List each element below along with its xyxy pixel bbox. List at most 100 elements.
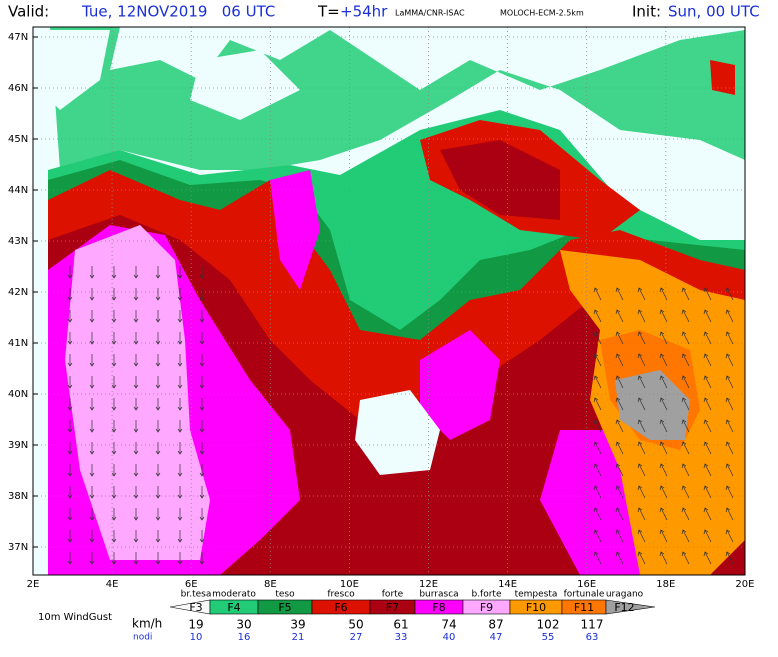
wind-arrow — [177, 398, 183, 411]
wind-arrow — [659, 507, 668, 521]
wind-arrow — [681, 375, 690, 389]
source: LaMMA/CNR-ISAC — [395, 9, 465, 18]
wind-arrow — [725, 353, 734, 367]
legend-kmh: 39 — [290, 618, 305, 632]
lat-label: 37N — [8, 542, 28, 553]
wind-arrow — [725, 419, 734, 433]
wind-arrow — [177, 530, 183, 543]
wind-arrow — [681, 353, 690, 367]
wind-arrow — [637, 309, 646, 323]
wind-arrow — [177, 354, 183, 367]
wind-arrow — [111, 552, 117, 565]
legend-knots: 10 — [190, 632, 203, 643]
wind-arrow — [111, 442, 117, 455]
legend-class-name: fortunale — [564, 590, 605, 600]
wind-arrow — [659, 419, 668, 433]
wind-arrow — [155, 288, 161, 301]
legend-kmh: 19 — [188, 618, 203, 632]
legend-knots: 63 — [586, 632, 599, 643]
wind-arrow — [725, 507, 734, 521]
wind-arrow — [155, 376, 161, 389]
lon-label: 8E — [264, 579, 277, 590]
gale-area — [270, 170, 320, 290]
wind-arrow — [615, 309, 624, 323]
wind-arrow — [67, 376, 73, 389]
wind-arrow — [133, 530, 139, 543]
wind-arrow — [659, 485, 668, 499]
wind-arrow — [199, 486, 205, 499]
wind-arrow — [615, 419, 624, 433]
lat-label: 38N — [8, 491, 28, 502]
near-gale-area — [440, 140, 560, 220]
legend-kmh: 30 — [236, 618, 251, 632]
legend-class-name: teso — [275, 590, 295, 600]
wind-arrow — [133, 464, 139, 477]
wind-arrow — [89, 376, 95, 389]
lat-label: 46N — [8, 83, 28, 94]
legend-kmh: 50 — [348, 618, 363, 632]
wind-arrow — [703, 375, 712, 389]
wind-arrow — [725, 441, 734, 455]
wind-arrow — [615, 507, 624, 521]
wind-arrow — [681, 419, 690, 433]
wind-arrow — [725, 375, 734, 389]
wind-arrow — [593, 485, 602, 499]
lon-label: 16E — [577, 579, 596, 590]
wind-arrow — [615, 353, 624, 367]
legend-knots: 47 — [490, 632, 503, 643]
wind-arrow — [67, 420, 73, 433]
legend-class-name: forte — [382, 590, 404, 600]
wind-arrow — [89, 354, 95, 367]
wind-arrow — [89, 464, 95, 477]
wind-arrow — [725, 529, 734, 543]
wind-arrow — [593, 441, 602, 455]
wind-arrow — [155, 332, 161, 345]
legend-kmh: 74 — [441, 618, 456, 632]
wind-arrow — [199, 332, 205, 345]
model: MOLOCH-ECM-2.5km — [500, 9, 584, 18]
wind-arrow — [703, 463, 712, 477]
legend-class-code: F9 — [480, 601, 493, 614]
legend-class-code: F11 — [574, 601, 594, 614]
wind-arrow — [593, 529, 602, 543]
wind-arrow — [89, 266, 95, 279]
lon-label: 10E — [340, 579, 359, 590]
wind-arrow — [155, 486, 161, 499]
legend-kmh: 61 — [393, 618, 408, 632]
lat-label: 43N — [8, 236, 28, 247]
wind-arrow — [637, 331, 646, 345]
legend-class-code: F4 — [227, 601, 240, 614]
wind-arrow — [89, 530, 95, 543]
legend-kmh: 117 — [581, 618, 604, 632]
wind-arrow — [111, 376, 117, 389]
wind-arrow — [89, 442, 95, 455]
wind-arrow — [615, 485, 624, 499]
wind-arrow — [637, 375, 646, 389]
axes: 47N 46N 45N 44N 43N 42N 41N 40N 39N 38N 37N 2E 4E 6E 8… — [8, 32, 754, 590]
wind-arrow — [703, 485, 712, 499]
wind-arrow — [67, 332, 73, 345]
lon-label: 2E — [27, 579, 40, 590]
lon-label: 12E — [419, 579, 438, 590]
legend-class-name: br.tesa — [181, 590, 212, 600]
wind-arrow — [681, 309, 690, 323]
wind-arrow — [703, 419, 712, 433]
legend-kmh: 102 — [537, 618, 560, 632]
wind-arrow — [199, 310, 205, 323]
wind-arrow — [133, 332, 139, 345]
wind-arrow — [177, 420, 183, 433]
wind-arrow — [133, 398, 139, 411]
wind-arrow — [133, 288, 139, 301]
wind-arrow — [637, 551, 646, 565]
wind-arrow — [593, 551, 602, 565]
lead-label: T= — [317, 3, 340, 21]
wind-arrow — [593, 507, 602, 521]
wind-arrow — [659, 441, 668, 455]
wind-arrow — [155, 266, 161, 279]
wind-arrow — [703, 397, 712, 411]
wind-arrow — [199, 530, 205, 543]
wind-arrow — [681, 551, 690, 565]
legend-class-code: F7 — [386, 601, 399, 614]
wind-arrow — [67, 288, 73, 301]
